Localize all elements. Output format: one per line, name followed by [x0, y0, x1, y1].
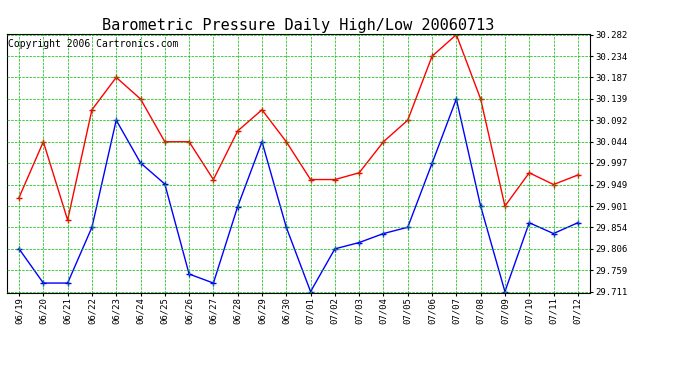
Title: Barometric Pressure Daily High/Low 20060713: Barometric Pressure Daily High/Low 20060… [102, 18, 495, 33]
Text: Copyright 2006 Cartronics.com: Copyright 2006 Cartronics.com [8, 39, 179, 49]
